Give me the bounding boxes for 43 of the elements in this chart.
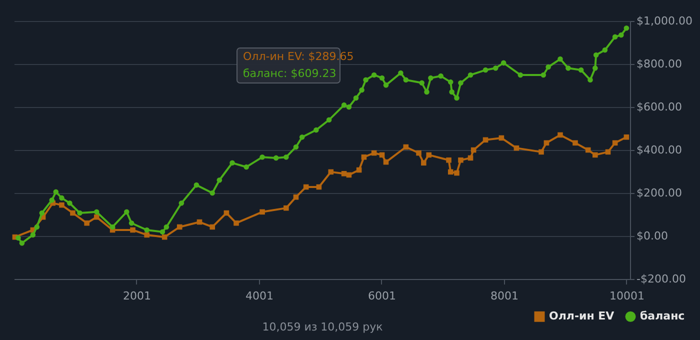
point — [341, 171, 347, 176]
x-tick-label: 2001 — [122, 290, 151, 302]
point — [454, 170, 460, 176]
point — [482, 137, 488, 143]
point — [70, 210, 76, 216]
point — [585, 147, 591, 153]
point — [572, 140, 578, 146]
point — [446, 157, 452, 163]
point — [59, 202, 64, 208]
point — [538, 149, 544, 155]
annotation: баланс: $609.23 — [243, 67, 336, 80]
y-tick-label: $800.00 — [636, 58, 682, 70]
point — [94, 214, 100, 220]
point — [144, 232, 150, 238]
point — [426, 152, 432, 158]
point — [260, 209, 265, 215]
point — [328, 169, 334, 175]
point — [416, 150, 422, 156]
y-tick-label: -$200.00 — [636, 272, 686, 286]
y-tick-label: $0.00 — [636, 230, 668, 242]
y-tick-label: $1,000.00 — [636, 14, 692, 28]
y-tick-label: $400.00 — [636, 144, 682, 156]
x-tick-label: 8001 — [490, 290, 518, 302]
y-tick-label: $200.00 — [636, 186, 682, 200]
x-axis-title: 10,059 из 10,059 рук — [262, 320, 384, 334]
point — [421, 160, 426, 166]
point — [592, 152, 598, 158]
point — [284, 205, 289, 211]
point — [130, 227, 136, 233]
x-tick-label: 6001 — [368, 290, 396, 302]
point — [210, 224, 216, 230]
y-tick-label: $600.00 — [636, 100, 682, 114]
point — [448, 169, 454, 175]
x-tick-label: 10001 — [609, 290, 644, 302]
legend-label: Олл-ин EV — [549, 310, 615, 323]
point — [558, 132, 563, 138]
point — [234, 220, 239, 226]
annotation: Олл-ин EV: $289.65 — [243, 50, 354, 63]
point — [84, 220, 90, 226]
legend-label: баланс — [640, 310, 685, 323]
x-tick-label: 4001 — [245, 290, 274, 302]
point — [176, 224, 182, 230]
point — [458, 157, 464, 163]
